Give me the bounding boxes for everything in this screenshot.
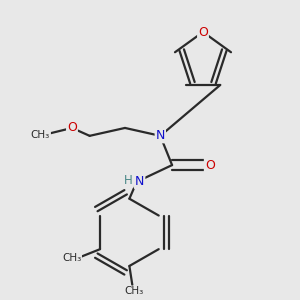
Text: CH₃: CH₃	[62, 253, 81, 263]
Text: O: O	[198, 26, 208, 38]
Text: O: O	[205, 159, 215, 172]
Text: N: N	[135, 175, 144, 188]
Text: CH₃: CH₃	[124, 286, 143, 296]
Text: N: N	[156, 129, 165, 142]
Text: O: O	[67, 122, 77, 134]
Text: CH₃: CH₃	[31, 130, 50, 140]
Text: H: H	[124, 174, 133, 187]
